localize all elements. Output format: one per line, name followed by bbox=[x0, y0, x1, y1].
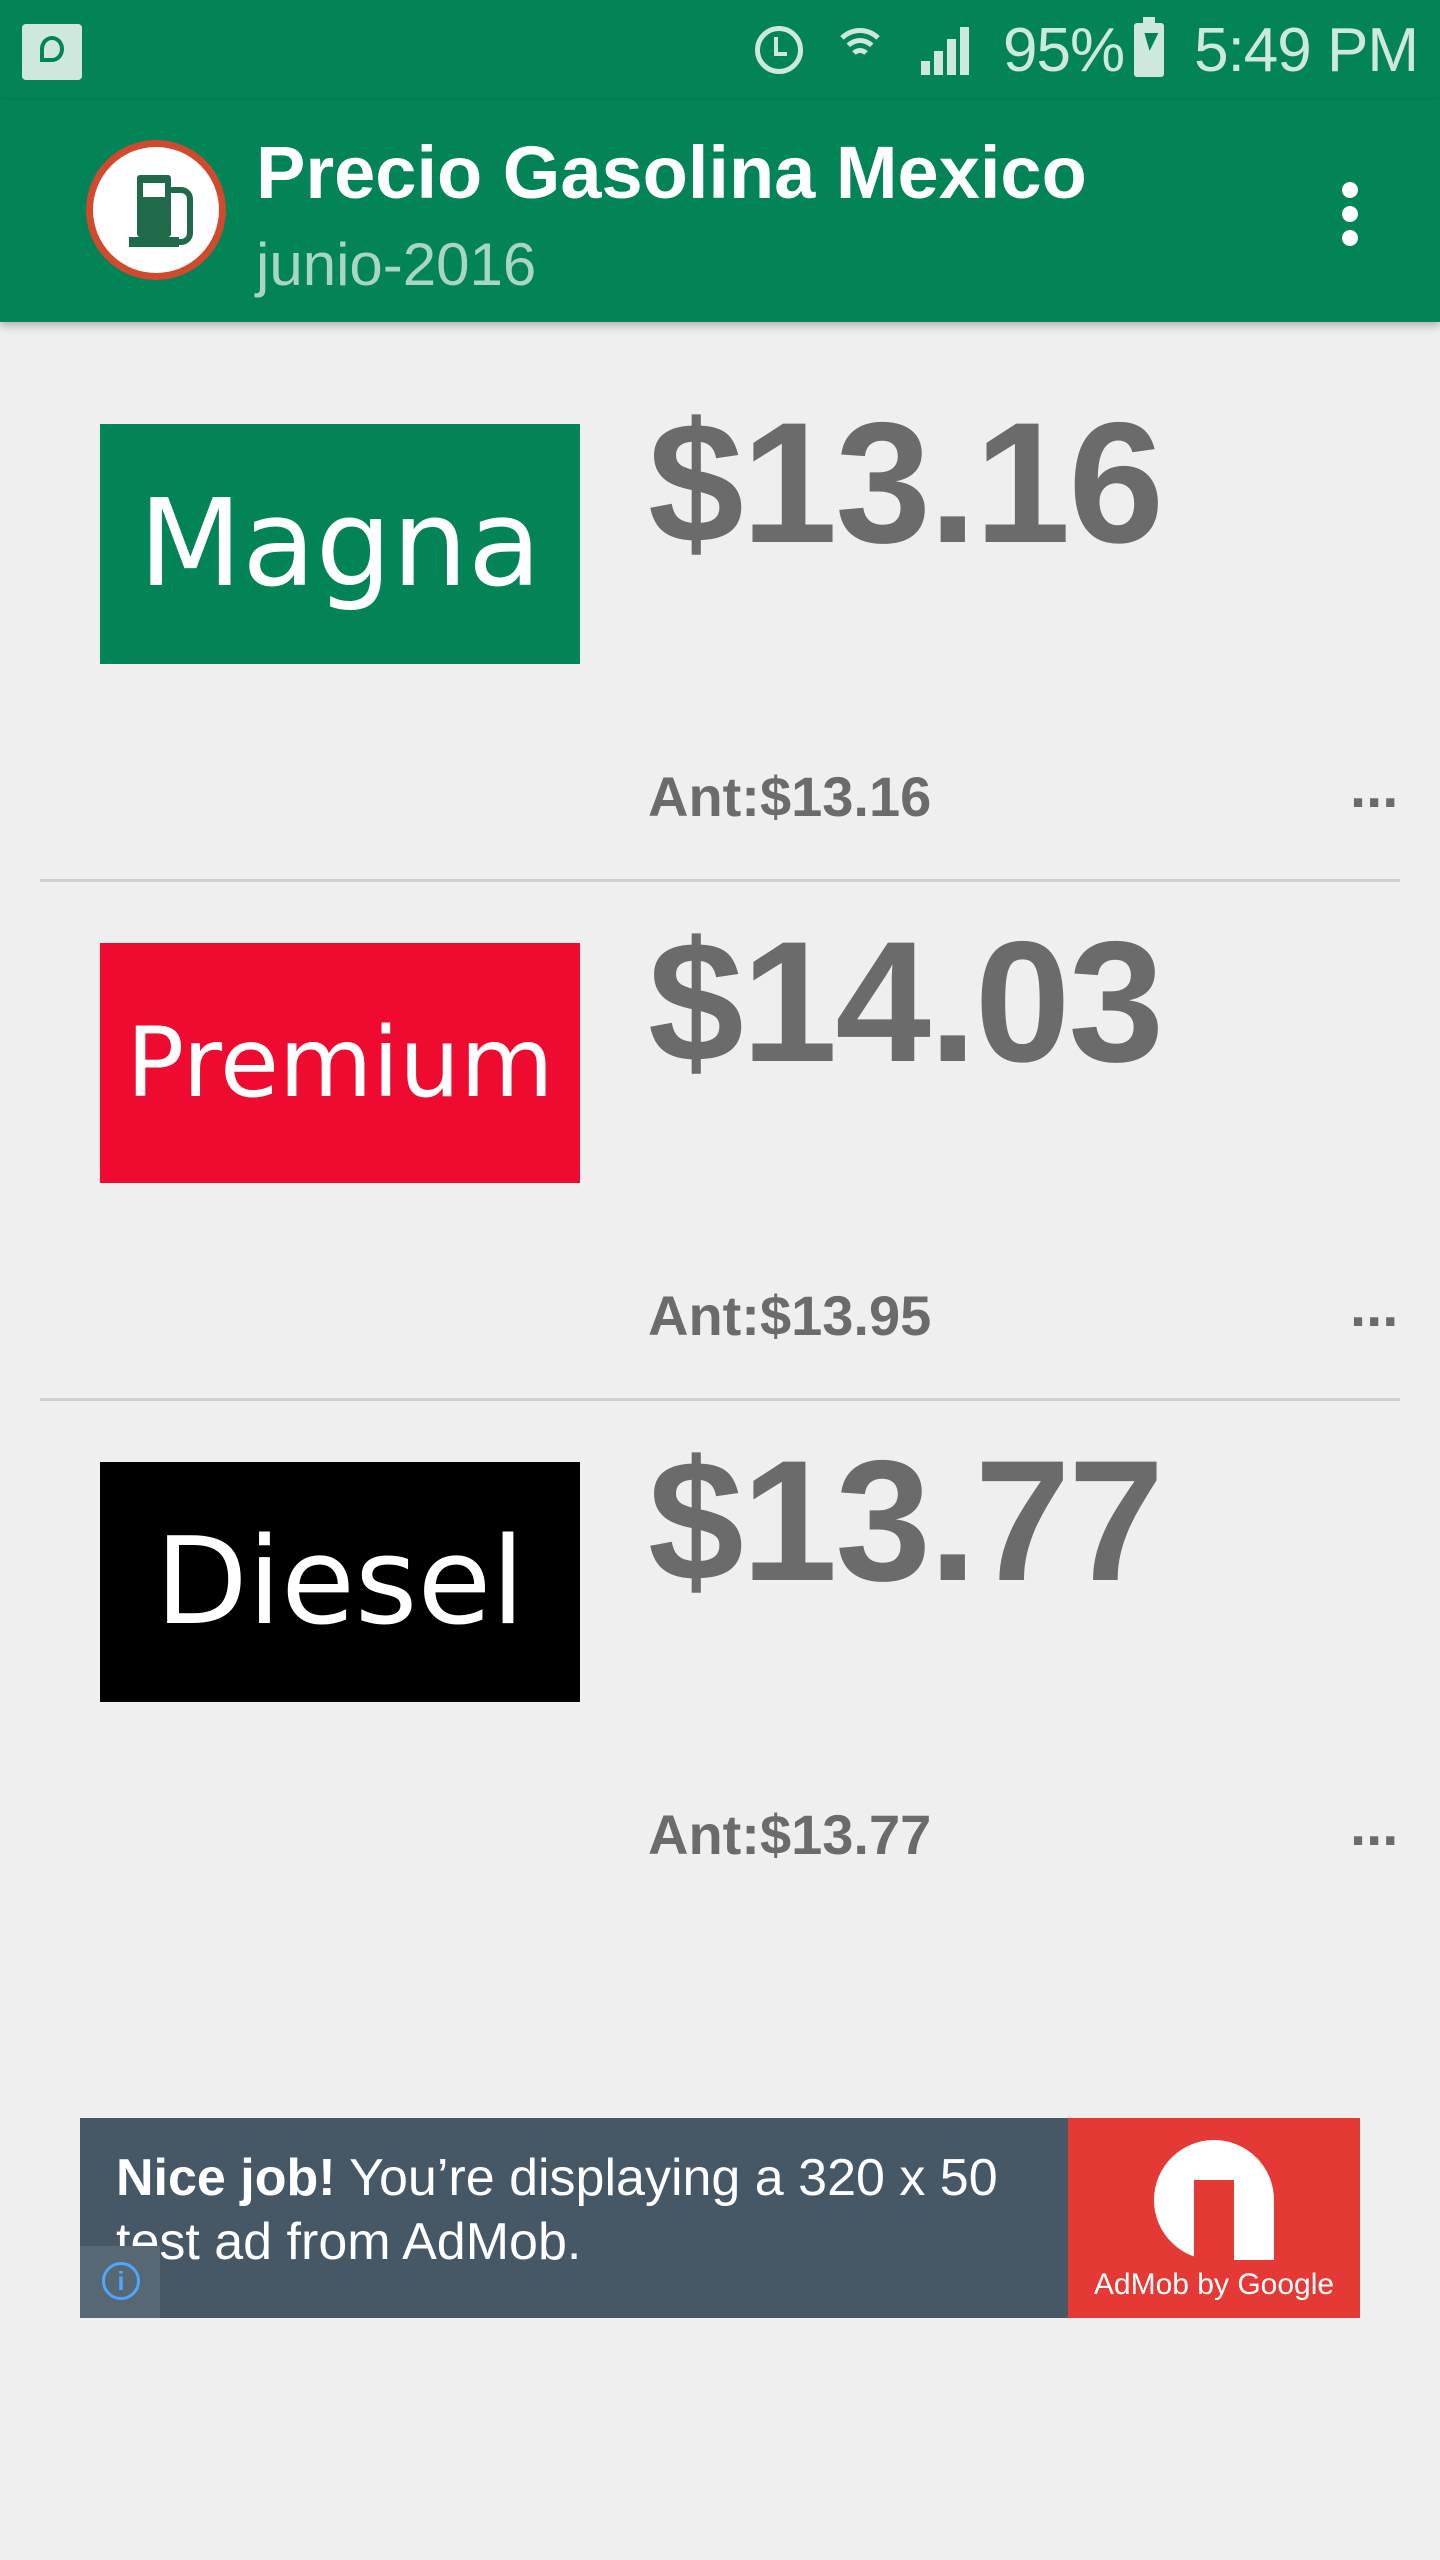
fuel-price: $13.77 bbox=[648, 1425, 1164, 1617]
alarm-icon bbox=[755, 26, 803, 74]
divider bbox=[40, 879, 1400, 882]
battery-charging-icon bbox=[1134, 17, 1165, 77]
more-button[interactable]: ... bbox=[1350, 1793, 1399, 1858]
page-subtitle: junio-2016 bbox=[256, 231, 537, 298]
list-item[interactable]: Magna $13.16 Ant:$13.16 ... bbox=[0, 324, 1440, 844]
admob-logo: AdMob by Google bbox=[1068, 2118, 1360, 2318]
more-button[interactable]: ... bbox=[1350, 755, 1399, 820]
fuel-price: $14.03 bbox=[648, 906, 1164, 1098]
admob-icon bbox=[1154, 2140, 1274, 2260]
ad-banner[interactable]: Nice job! You’re displaying a 320 x 50 t… bbox=[80, 2118, 1360, 2318]
status-bar: 95% 5:49 PM bbox=[0, 0, 1440, 100]
previous-price: Ant:$13.95 bbox=[648, 1284, 932, 1347]
fuel-badge: Premium bbox=[100, 943, 580, 1183]
app-bar: Precio Gasolina Mexico junio-2016 bbox=[0, 100, 1440, 322]
list-item[interactable]: Premium $14.03 Ant:$13.95 ... bbox=[0, 843, 1440, 1363]
ad-headline: Nice job! bbox=[116, 2149, 336, 2207]
signal-icon bbox=[917, 25, 973, 75]
fuel-badge: Diesel bbox=[100, 1462, 580, 1702]
fuel-pump-icon bbox=[86, 140, 226, 280]
previous-price: Ant:$13.16 bbox=[648, 765, 932, 828]
list-item[interactable]: Diesel $13.77 Ant:$13.77 ... bbox=[0, 1362, 1440, 1882]
previous-price: Ant:$13.77 bbox=[648, 1803, 932, 1866]
fuel-price: $13.16 bbox=[648, 387, 1164, 579]
overflow-menu-icon[interactable] bbox=[1330, 178, 1370, 248]
app-notification-icon bbox=[22, 24, 82, 80]
info-icon: i bbox=[102, 2262, 140, 2300]
clock: 5:49 PM bbox=[1194, 15, 1419, 85]
battery-percent: 95% bbox=[1003, 15, 1125, 85]
more-button[interactable]: ... bbox=[1350, 1274, 1399, 1339]
page-title: Precio Gasolina Mexico bbox=[256, 131, 1087, 214]
admob-label: AdMob by Google bbox=[1093, 2268, 1335, 2301]
ad-text: Nice job! You’re displaying a 320 x 50 t… bbox=[116, 2146, 1076, 2274]
ad-body: You’re displaying a 320 x 50 test ad fro… bbox=[116, 2149, 998, 2271]
ad-info-button[interactable]: i bbox=[80, 2246, 160, 2318]
wifi-icon bbox=[832, 24, 888, 76]
fuel-badge: Magna bbox=[100, 424, 580, 664]
divider bbox=[40, 1398, 1400, 1401]
